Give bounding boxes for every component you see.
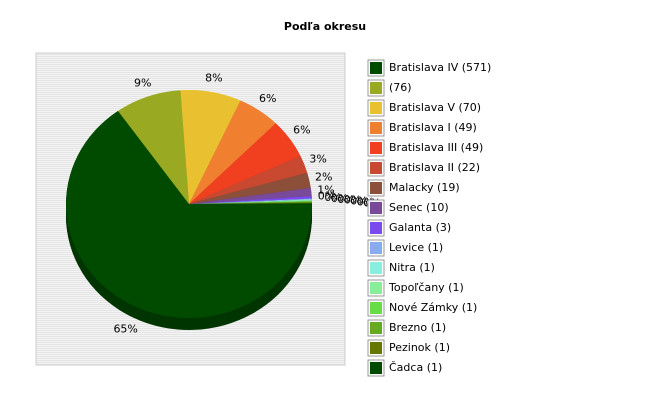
legend-swatch (370, 322, 382, 334)
legend-swatch (370, 222, 382, 234)
legend-swatch (370, 342, 382, 354)
legend-label: (76) (389, 81, 412, 94)
legend-label: Pezinok (1) (389, 341, 450, 354)
slice-label: 0% (324, 191, 341, 204)
slice-label: 3% (309, 152, 326, 165)
slice (189, 198, 312, 204)
legend-label: Senec (10) (389, 201, 449, 214)
legend-label: Bratislava V (70) (389, 101, 481, 114)
legend-label: Bratislava I (49) (389, 121, 477, 134)
legend-swatch (370, 362, 382, 374)
legend-label: Brezno (1) (389, 321, 446, 334)
slice-label: 9% (134, 77, 151, 90)
slice-label: 1% (317, 184, 334, 197)
legend-swatch (370, 122, 382, 134)
slice (117, 90, 189, 204)
slice-label: 6% (293, 124, 310, 137)
legend-swatch (370, 302, 382, 314)
legend-label: Čadca (1) (389, 361, 442, 374)
legend-swatch (370, 102, 382, 114)
slice (189, 155, 308, 204)
slice-label: 8% (205, 71, 222, 84)
slice (189, 203, 312, 204)
slice-label: 65% (113, 322, 137, 335)
legend-swatch (370, 62, 382, 74)
slice-label: 2% (315, 170, 332, 183)
slice (189, 200, 312, 204)
legend-label: Malacky (19) (389, 181, 460, 194)
legend-label: Bratislava II (22) (389, 161, 480, 174)
legend-label: Galanta (3) (389, 221, 451, 234)
slice (65, 110, 312, 318)
legend-label: Topoľčany (1) (388, 281, 464, 294)
slice-label: 6% (259, 92, 276, 105)
legend-label: Bratislava III (49) (389, 141, 483, 154)
legend-swatch (370, 262, 382, 274)
legend-swatch (370, 242, 382, 254)
legend-swatch (370, 282, 382, 294)
legend-swatch (370, 202, 382, 214)
legend-swatch (370, 162, 382, 174)
slice (189, 187, 312, 204)
legend-label: Levice (1) (389, 241, 443, 254)
slice (189, 172, 311, 204)
slice (189, 100, 276, 204)
slice (189, 199, 312, 204)
legend-label: Bratislava IV (571) (389, 61, 491, 74)
legend-swatch (370, 142, 382, 154)
slice (189, 196, 312, 204)
slice (189, 201, 312, 204)
slice-label: 0% (318, 189, 335, 202)
slice-label: 0% (344, 194, 361, 207)
legend-swatch (370, 182, 382, 194)
slice-label: 0% (337, 193, 354, 206)
slice-label: 0% (331, 192, 348, 205)
slice (189, 202, 312, 204)
legend-label: Nové Zámky (1) (389, 301, 477, 314)
slice (189, 200, 312, 204)
slice (189, 123, 301, 204)
slice (180, 90, 241, 204)
chart-title: Podľa okresu (284, 20, 366, 33)
legend-label: Nitra (1) (389, 261, 435, 274)
legend-swatch (370, 82, 382, 94)
slice-label: 0% (350, 195, 367, 208)
